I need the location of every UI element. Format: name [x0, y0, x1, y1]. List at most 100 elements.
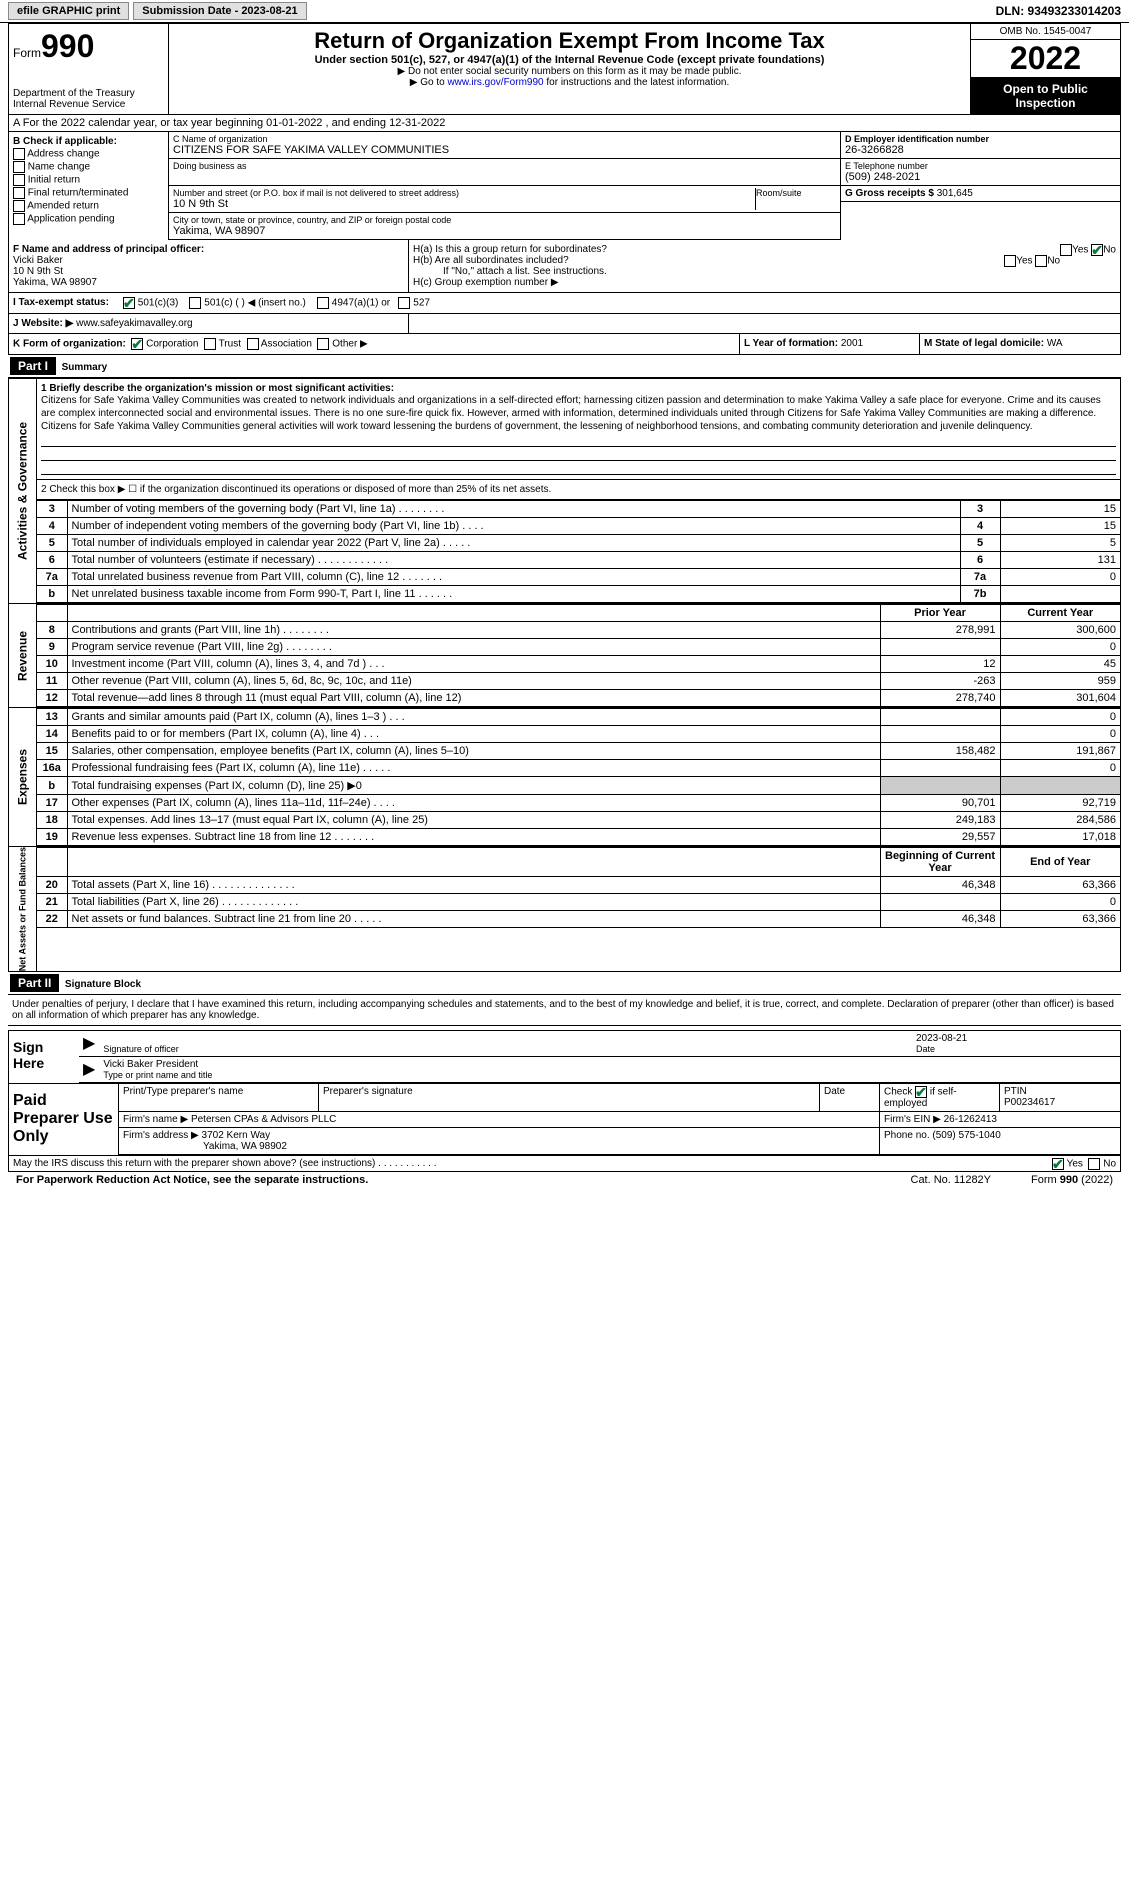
prep-phone-lbl: Phone no. [884, 1130, 930, 1141]
k-assoc[interactable] [247, 338, 259, 350]
side-exp: Expenses [9, 708, 37, 846]
sig-name: Vicki Baker President [103, 1059, 1116, 1070]
row-desc: Net unrelated business taxable income fr… [67, 586, 960, 603]
prep-phone: (509) 575-1040 [932, 1130, 1000, 1141]
k-trust[interactable] [204, 338, 216, 350]
row-val: 15 [1000, 518, 1120, 535]
side-gov: Activities & Governance [9, 379, 37, 603]
row-curr: 0 [1000, 709, 1120, 726]
row-num: b [37, 777, 67, 795]
sig-name-lbl: Type or print name and title [103, 1070, 1116, 1080]
i-lbl: I Tax-exempt status: [9, 293, 119, 313]
row-num: 3 [37, 501, 67, 518]
row-desc: Total number of individuals employed in … [67, 535, 960, 552]
row-prior: 29,557 [880, 829, 1000, 846]
row-a-period: A For the 2022 calendar year, or tax yea… [8, 115, 1121, 132]
dln-text: DLN: 93493233014203 [996, 4, 1121, 18]
row-curr: 959 [1000, 673, 1120, 690]
prep-firm-lbl: Firm's name ▶ [123, 1114, 188, 1125]
b-title: B Check if applicable: [13, 136, 164, 147]
submission-date-button[interactable]: Submission Date - 2023-08-21 [133, 2, 306, 20]
d-lbl: D Employer identification number [845, 134, 1116, 144]
row-curr: 0 [1000, 726, 1120, 743]
row-num: 6 [37, 552, 67, 569]
prep-h5: PTIN [1004, 1086, 1116, 1097]
row-num: 8 [37, 622, 67, 639]
row-num: 13 [37, 709, 67, 726]
k-corp[interactable] [131, 338, 143, 350]
row-end: 63,366 [1000, 877, 1120, 894]
g-val: 301,645 [937, 188, 973, 199]
row-prior [880, 726, 1000, 743]
b-amend[interactable]: Amended return [13, 200, 164, 212]
row-desc: Total revenue—add lines 8 through 11 (mu… [67, 690, 880, 707]
row-desc: Total unrelated business revenue from Pa… [67, 569, 960, 586]
row-val: 5 [1000, 535, 1120, 552]
e-lbl: E Telephone number [845, 161, 1116, 171]
c-name-lbl: C Name of organization [173, 134, 836, 144]
row-prior: 158,482 [880, 743, 1000, 760]
hb-lbl: H(b) Are all subordinates included? [413, 255, 569, 266]
f-addr: 10 N 9th St [13, 266, 404, 277]
row-prior [880, 709, 1000, 726]
row-box: 6 [960, 552, 1000, 569]
row-val: 15 [1000, 501, 1120, 518]
part2-title: Signature Block [65, 979, 141, 990]
discuss-no[interactable] [1088, 1158, 1100, 1170]
side-rev: Revenue [9, 604, 37, 707]
b-name[interactable]: Name change [13, 161, 164, 173]
sig-lbl: Signature of officer [103, 1044, 916, 1054]
c-addr: 10 N 9th St [173, 198, 755, 210]
row-curr: 92,719 [1000, 795, 1120, 812]
row-prior: 12 [880, 656, 1000, 673]
footer-cat: Cat. No. 11282Y [911, 1174, 992, 1186]
i-527[interactable] [398, 297, 410, 309]
b-app[interactable]: Application pending [13, 213, 164, 225]
row-desc: Grants and similar amounts paid (Part IX… [67, 709, 880, 726]
row-box: 7a [960, 569, 1000, 586]
row-num: b [37, 586, 67, 603]
row-curr: 191,867 [1000, 743, 1120, 760]
row-num: 11 [37, 673, 67, 690]
row-desc: Benefits paid to or for members (Part IX… [67, 726, 880, 743]
prep-addr: 3702 Kern Way [202, 1130, 271, 1141]
i-501c3[interactable] [123, 297, 135, 309]
discuss-text: May the IRS discuss this return with the… [13, 1158, 437, 1169]
row-num: 15 [37, 743, 67, 760]
row-desc: Number of independent voting members of … [67, 518, 960, 535]
f-name: Vicki Baker [13, 255, 404, 266]
prep-firm: Petersen CPAs & Advisors PLLC [191, 1114, 336, 1125]
part1-title: Summary [62, 362, 108, 373]
k-other[interactable] [317, 338, 329, 350]
form-label: Form990 [13, 28, 164, 65]
part1-hdr: Part I [10, 357, 56, 375]
discuss-yes[interactable] [1052, 1158, 1064, 1170]
row-num: 14 [37, 726, 67, 743]
hc-lbl: H(c) Group exemption number ▶ [413, 277, 1116, 288]
row-val [1000, 586, 1120, 603]
irs-link[interactable]: www.irs.gov/Form990 [447, 77, 543, 88]
prep-city: Yakima, WA 98902 [123, 1141, 287, 1152]
j-lbl: J Website: ▶ [13, 318, 73, 329]
i-4947[interactable] [317, 297, 329, 309]
row-num: 20 [37, 877, 67, 894]
form-note2: ▶ Go to www.irs.gov/Form990 for instruct… [173, 77, 966, 88]
mission-text: Citizens for Safe Yakima Valley Communit… [41, 394, 1116, 433]
row-box: 4 [960, 518, 1000, 535]
b-init[interactable]: Initial return [13, 174, 164, 186]
row-prior: 90,701 [880, 795, 1000, 812]
row-begin [880, 894, 1000, 911]
efile-button[interactable]: efile GRAPHIC print [8, 2, 129, 20]
row-desc: Program service revenue (Part VIII, line… [67, 639, 880, 656]
i-501c[interactable] [189, 297, 201, 309]
prep-ein-lbl: Firm's EIN ▶ [884, 1114, 941, 1125]
row-desc: Revenue less expenses. Subtract line 18 … [67, 829, 880, 846]
row-num: 22 [37, 911, 67, 928]
form-title: Return of Organization Exempt From Incom… [173, 28, 966, 54]
e-val: (509) 248-2021 [845, 171, 1116, 183]
prep-addr-lbl: Firm's address ▶ [123, 1130, 199, 1141]
row-prior: 278,991 [880, 622, 1000, 639]
b-addr[interactable]: Address change [13, 148, 164, 160]
row-curr: 284,586 [1000, 812, 1120, 829]
b-final[interactable]: Final return/terminated [13, 187, 164, 199]
